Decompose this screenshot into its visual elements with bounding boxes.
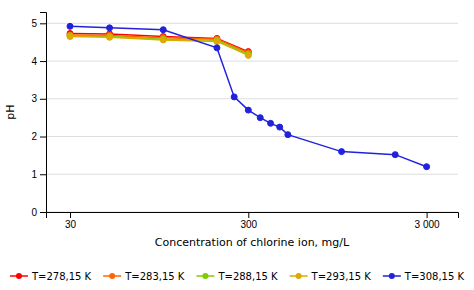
y-tick: 4 bbox=[31, 56, 46, 67]
series-point bbox=[107, 34, 113, 40]
y-tick-mark bbox=[40, 212, 46, 213]
series bbox=[67, 23, 430, 169]
legend-item: T=278,15 K bbox=[10, 271, 92, 282]
y-tick: 1 bbox=[31, 169, 46, 180]
marks bbox=[67, 23, 430, 169]
grid bbox=[46, 23, 458, 212]
x-axis-line bbox=[47, 213, 459, 219]
series-point bbox=[424, 164, 430, 170]
grid-line bbox=[46, 23, 458, 24]
legend-item: T=308,15 K bbox=[383, 271, 465, 282]
x-tick: 300 bbox=[240, 212, 257, 230]
legend-item: T=293,15 K bbox=[290, 271, 372, 282]
y-tick-label: 3 bbox=[31, 93, 37, 104]
legend-marker bbox=[202, 273, 208, 279]
x-tick: 3 000 bbox=[415, 212, 440, 230]
y-axis-line bbox=[40, 13, 47, 213]
x-tick-mark bbox=[248, 212, 249, 218]
x-axis-title: Concentration of chlorine ion, mg/L bbox=[155, 236, 350, 249]
series-point bbox=[285, 132, 291, 138]
y-tick-mark bbox=[40, 99, 46, 100]
x-tick-mark bbox=[70, 212, 71, 218]
series-point bbox=[67, 23, 73, 29]
x-tick-label: 300 bbox=[240, 219, 257, 230]
series bbox=[67, 32, 251, 56]
series-point bbox=[339, 149, 345, 155]
legend-item: T=283,15 K bbox=[103, 271, 185, 282]
legend-marker bbox=[16, 273, 22, 279]
series-point bbox=[214, 45, 220, 51]
series-line bbox=[70, 37, 248, 56]
series-point bbox=[107, 34, 113, 40]
series-point bbox=[257, 115, 263, 121]
series-point bbox=[160, 36, 166, 42]
y-tick-label: 0 bbox=[31, 207, 37, 218]
y-tick-mark bbox=[40, 61, 46, 62]
y-tick-mark bbox=[40, 137, 46, 138]
grid-line bbox=[46, 98, 458, 99]
y-tick: 2 bbox=[31, 131, 46, 142]
series-line bbox=[70, 26, 427, 166]
series-point bbox=[392, 152, 398, 158]
legend-label: T=278,15 K bbox=[31, 271, 92, 282]
y-tick-label: 4 bbox=[31, 56, 37, 67]
x-tick: 30 bbox=[65, 212, 77, 230]
y-axis: 0 1 2 3 4 5 bbox=[31, 13, 46, 218]
series-point bbox=[107, 25, 113, 31]
series-point bbox=[67, 34, 73, 40]
series bbox=[67, 31, 251, 55]
series-point bbox=[231, 94, 237, 100]
y-tick: 5 bbox=[31, 18, 46, 29]
y-tick-label: 2 bbox=[31, 131, 37, 142]
series-point bbox=[245, 52, 251, 58]
legend-item: T=288,15 K bbox=[196, 271, 278, 282]
series bbox=[67, 33, 251, 57]
y-tick-label: 1 bbox=[31, 169, 37, 180]
grid-line bbox=[46, 136, 458, 137]
y-tick-mark bbox=[40, 174, 46, 175]
x-axis: 30 300 3 000 bbox=[47, 212, 459, 230]
series-point bbox=[67, 33, 73, 39]
series-point bbox=[160, 27, 166, 33]
legend-label: T=288,15 K bbox=[217, 271, 278, 282]
x-tick-mark bbox=[427, 212, 428, 218]
chart: 30 300 3 000 0 1 2 3 4 5 Concentration of chlorin… bbox=[0, 0, 474, 290]
legend-marker bbox=[109, 273, 115, 279]
y-tick: 3 bbox=[31, 93, 46, 104]
series-point bbox=[214, 38, 220, 44]
series-point bbox=[160, 37, 166, 43]
legend-label: T=308,15 K bbox=[404, 271, 465, 282]
legend-marker bbox=[296, 273, 302, 279]
legend-label: T=293,15 K bbox=[311, 271, 372, 282]
legend: T=278,15 K T=283,15 K T=288,15 K T=293,15 K… bbox=[10, 271, 465, 282]
series-point bbox=[268, 120, 274, 126]
grid-line bbox=[46, 61, 458, 62]
grid-line bbox=[46, 174, 458, 175]
y-tick: 0 bbox=[31, 207, 46, 218]
plot: 30 300 3 000 0 1 2 3 4 5 bbox=[31, 13, 458, 231]
series-point bbox=[245, 107, 251, 113]
y-axis-title: pH bbox=[4, 104, 17, 119]
series-line bbox=[70, 36, 248, 54]
legend-label: T=283,15 K bbox=[124, 271, 185, 282]
y-tick-mark bbox=[40, 23, 46, 24]
series bbox=[67, 34, 251, 59]
y-tick-label: 5 bbox=[31, 18, 37, 29]
legend-marker bbox=[389, 273, 395, 279]
x-tick-label: 30 bbox=[65, 219, 77, 230]
x-tick-label: 3 000 bbox=[415, 219, 440, 230]
series-point bbox=[277, 124, 283, 130]
